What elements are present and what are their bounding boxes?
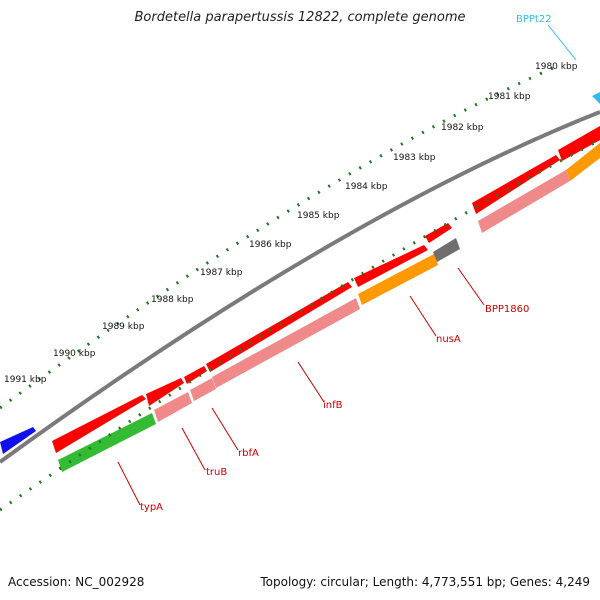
forward-strand-genes <box>0 92 600 454</box>
tick-label-1989: 1989 kbp <box>102 322 145 332</box>
gene-label-infB[interactable]: infB <box>323 400 343 411</box>
gene-label-BPP1860[interactable]: BPP1860 <box>485 304 529 315</box>
genome-backbone <box>0 110 600 464</box>
tick-label-1980: 1980 kbp <box>535 62 578 72</box>
tick-label-1991: 1991 kbp <box>4 375 47 385</box>
accession-text: Accession: NC_002928 <box>8 575 145 589</box>
gene-red-typA-strand[interactable] <box>52 395 146 453</box>
topology-text: Topology: circular; Length: 4,773,551 bp… <box>260 575 590 589</box>
gene-labels: typA truB rbfA infB nusA BPP1860 BPPt22 <box>140 14 552 513</box>
feature-rbfA[interactable] <box>190 378 216 401</box>
tick-label-1981: 1981 kbp <box>488 92 531 102</box>
callout-lines <box>117 24 577 506</box>
feature-right-orange[interactable] <box>566 143 600 181</box>
gene-label-BPPt22[interactable]: BPPt22 <box>516 14 552 25</box>
feature-right[interactable] <box>478 170 570 233</box>
feature-band <box>58 143 600 472</box>
gene-label-truB[interactable]: truB <box>206 467 227 478</box>
feature-BPP1860[interactable] <box>433 238 460 262</box>
tick-label-1983: 1983 kbp <box>393 153 436 163</box>
gene-red-edge[interactable] <box>558 126 600 161</box>
tick-label-1988: 1988 kbp <box>151 295 194 305</box>
gene-label-rbfA[interactable]: rbfA <box>238 448 259 459</box>
gene-blue-left[interactable] <box>0 427 36 454</box>
tick-labels: 1980 kbp 1981 kbp 1982 kbp 1983 kbp 1984… <box>4 62 578 385</box>
feature-nusA[interactable] <box>358 254 438 305</box>
feature-truB[interactable] <box>154 392 192 422</box>
gene-red-infB-strand[interactable] <box>206 282 352 372</box>
gene-red-nusA-strand[interactable] <box>354 245 428 287</box>
tick-label-1982: 1982 kbp <box>441 123 484 133</box>
tick-label-1986: 1986 kbp <box>249 240 292 250</box>
gene-red-small[interactable] <box>425 223 452 243</box>
tick-label-1985: 1985 kbp <box>297 211 340 221</box>
tick-label-1990: 1990 kbp <box>53 349 96 359</box>
gene-red-rbfA-strand[interactable] <box>184 366 207 384</box>
tick-label-1987: 1987 kbp <box>200 268 243 278</box>
gene-label-nusA[interactable]: nusA <box>436 334 461 345</box>
gene-label-typA[interactable]: typA <box>140 502 163 513</box>
gene-red-truB-strand[interactable] <box>146 378 184 406</box>
map-title: Bordetella parapertussis 12822, complete… <box>134 10 466 25</box>
tick-label-1984: 1984 kbp <box>345 182 388 192</box>
gene-trna-BPPt22[interactable] <box>592 92 600 104</box>
feature-typA[interactable] <box>58 413 156 472</box>
feature-infB[interactable] <box>212 298 360 388</box>
gene-red-right[interactable] <box>472 155 560 214</box>
